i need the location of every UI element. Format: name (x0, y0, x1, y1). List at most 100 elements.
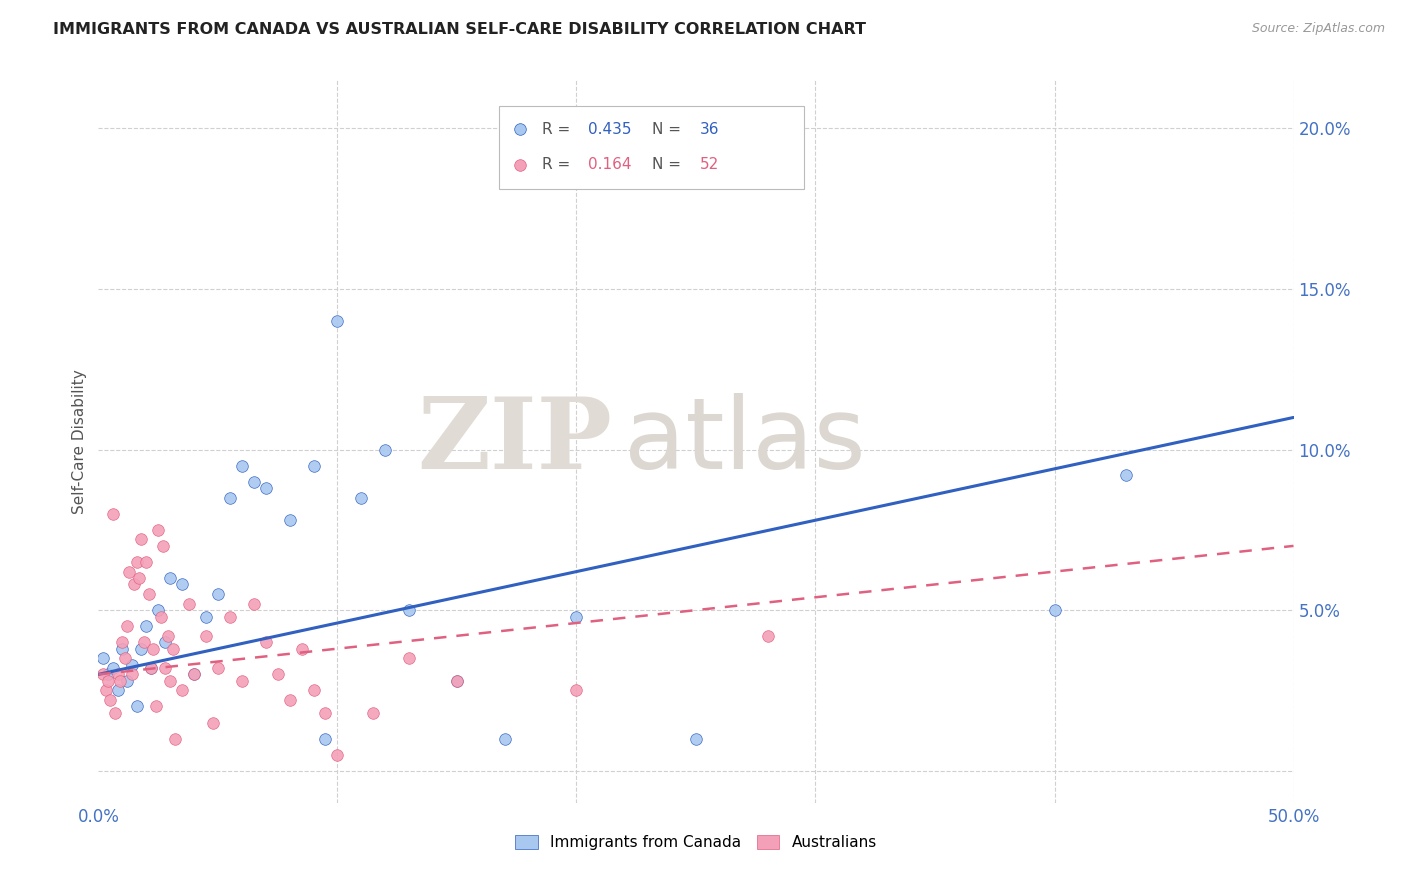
Point (142, 641, 165, 656)
Point (254, 481, 277, 495)
Point (565, 609, 588, 624)
Point (91, 667, 114, 681)
Point (315, 731, 337, 746)
Point (278, 693, 301, 707)
Point (135, 555, 157, 569)
Point (138, 587, 160, 601)
Point (291, 641, 314, 656)
Point (172, 577, 194, 591)
Point (97, 667, 120, 681)
Point (565, 683, 588, 698)
Point (152, 539, 174, 553)
Point (202, 715, 225, 730)
Point (207, 587, 229, 601)
Point (302, 458, 325, 473)
Text: 52: 52 (700, 157, 718, 172)
Point (756, 629, 779, 643)
Text: 0.435: 0.435 (589, 122, 631, 136)
Point (121, 667, 143, 681)
Point (207, 661, 229, 675)
Point (183, 667, 205, 681)
Point (101, 507, 124, 521)
Text: R =: R = (541, 157, 575, 172)
Point (98, 693, 122, 707)
Text: N =: N = (652, 122, 686, 136)
Point (145, 699, 167, 714)
Point (350, 491, 373, 505)
Point (148, 603, 170, 617)
Legend: Immigrants from Canada, Australians: Immigrants from Canada, Australians (509, 830, 883, 856)
Point (398, 603, 420, 617)
Point (139, 661, 162, 675)
Text: IMMIGRANTS FROM CANADA VS AUSTRALIAN SELF-CARE DISABILITY CORRELATION CHART: IMMIGRANTS FROM CANADA VS AUSTRALIAN SEL… (53, 22, 866, 37)
Point (115, 619, 138, 633)
Point (374, 442, 396, 457)
Point (111, 635, 134, 649)
Text: atlas: atlas (624, 393, 866, 490)
Y-axis label: Self-Care Disability: Self-Care Disability (72, 369, 87, 514)
Point (446, 673, 468, 688)
Point (685, 731, 707, 746)
Point (159, 571, 181, 585)
Point (155, 661, 177, 675)
Point (163, 731, 186, 746)
Point (124, 577, 146, 591)
Point (131, 533, 153, 547)
Point (125, 555, 148, 569)
Point (111, 641, 134, 656)
Text: Source: ZipAtlas.com: Source: ZipAtlas.com (1251, 22, 1385, 36)
Point (1115, 468, 1137, 483)
Point (101, 661, 124, 675)
Point (231, 673, 253, 688)
Text: N =: N = (652, 157, 686, 172)
Point (446, 673, 468, 688)
Point (107, 667, 129, 681)
Point (494, 731, 516, 746)
Point (243, 597, 266, 611)
Point (108, 673, 131, 688)
Point (278, 513, 301, 527)
Point (114, 651, 136, 665)
Point (326, 314, 349, 328)
Point (121, 657, 143, 672)
Text: ZIP: ZIP (418, 393, 613, 490)
Point (267, 667, 290, 681)
Point (162, 641, 184, 656)
Point (172, 683, 194, 698)
Text: 0.164: 0.164 (589, 157, 631, 172)
Point (118, 565, 141, 579)
Point (132, 635, 155, 649)
Point (243, 475, 266, 489)
Point (128, 571, 150, 585)
Point (219, 609, 242, 624)
Point (156, 629, 179, 643)
Point (302, 683, 325, 698)
FancyBboxPatch shape (499, 105, 804, 189)
Text: 36: 36 (700, 122, 718, 136)
Point (91, 651, 114, 665)
Text: R =: R = (541, 122, 575, 136)
Point (195, 629, 218, 643)
Point (94, 683, 117, 698)
Point (183, 667, 205, 681)
Point (155, 635, 177, 649)
Point (107, 683, 129, 698)
Point (398, 651, 420, 665)
Point (315, 706, 337, 720)
Point (104, 706, 127, 720)
Point (149, 609, 172, 624)
Point (195, 609, 218, 624)
Point (219, 491, 242, 505)
Point (131, 641, 153, 656)
Point (179, 597, 201, 611)
Point (115, 673, 138, 688)
Point (326, 747, 349, 762)
Point (139, 661, 162, 675)
Point (159, 673, 181, 688)
Point (363, 706, 385, 720)
Point (254, 635, 277, 649)
Point (148, 523, 170, 537)
Point (97, 673, 120, 688)
Point (125, 699, 148, 714)
Point (733, 169, 755, 184)
